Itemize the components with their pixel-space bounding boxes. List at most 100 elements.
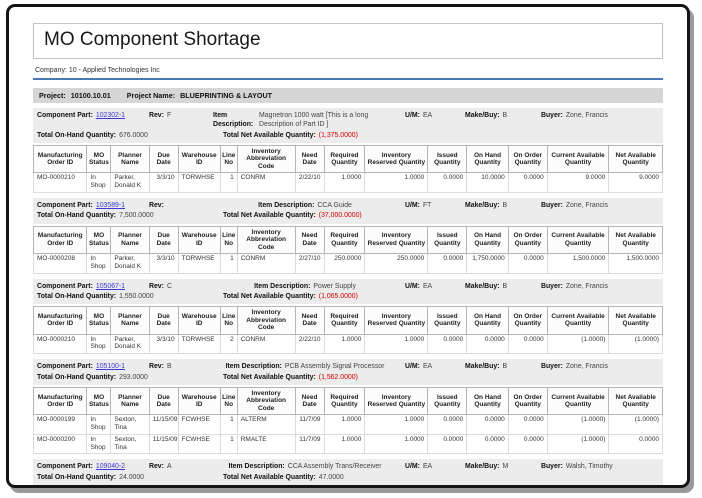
item-description-label: Item Description: xyxy=(225,363,282,371)
cell: 11/7/09 xyxy=(294,414,325,435)
cell: CONRM xyxy=(236,172,296,193)
column-header: Due Date xyxy=(148,144,179,174)
column-header: Issued Quantity xyxy=(427,144,468,174)
cell: TORWHSE xyxy=(177,172,221,193)
item-description-label: Item Description: xyxy=(258,201,315,209)
report-title-box: MO Component Shortage xyxy=(33,23,663,59)
report-window: MO Component Shortage Company: 10 - Appl… xyxy=(6,4,690,488)
column-header: Warehouse ID xyxy=(177,144,221,174)
um-value: EA xyxy=(422,112,433,119)
buyer-value: Walsh, Timothy xyxy=(565,463,613,471)
column-header: Planner Name xyxy=(110,306,150,335)
column-header: MO Status xyxy=(86,386,112,416)
component-section: Component Part: 105100-1 Rev: B Item Descr… xyxy=(32,359,663,455)
column-header: Inventory Abbreviation Code xyxy=(236,225,296,254)
component-part-link[interactable]: 102302-1 xyxy=(95,112,126,119)
um-value: EA xyxy=(422,463,433,471)
column-header: Inventory Abbreviation Code xyxy=(236,144,296,174)
column-header: Manufacturing Order ID xyxy=(32,386,88,416)
cell: 1.0000 xyxy=(323,333,366,355)
column-header: Issued Quantity xyxy=(427,306,468,335)
column-header: Net Available Quantity xyxy=(608,144,663,174)
page-title: MO Component Shortage xyxy=(44,29,261,50)
total-net-available-label: Total Net Available Quantity: xyxy=(223,373,316,381)
buyer-label: Buyer: xyxy=(541,463,563,471)
cell: 0.0000 xyxy=(608,433,663,455)
cell: 10.0000 xyxy=(466,172,509,193)
column-header: Net Available Quantity xyxy=(608,306,663,335)
column-header: Planner Name xyxy=(110,144,150,174)
cell: CONRM xyxy=(236,333,296,355)
item-description-value: Power Supply xyxy=(313,282,356,290)
column-header: Due Date xyxy=(148,306,179,335)
total-net-available-value: (37,000.0000) xyxy=(318,212,362,220)
cell: (1.0000) xyxy=(546,433,610,455)
um-value: FT xyxy=(422,201,432,209)
component-part-link[interactable]: 105067-1 xyxy=(95,282,126,290)
make-buy-label: Make/Buy: xyxy=(465,282,500,290)
column-header: Net Available Quantity xyxy=(608,225,663,254)
buyer-label: Buyer: xyxy=(541,363,563,371)
item-description-value: Magnetron 1000 watt [This is a long Desc… xyxy=(259,112,369,129)
rev-label: Rev: xyxy=(149,112,164,119)
cell: In Shop xyxy=(86,172,112,193)
cell: (1.0000) xyxy=(608,414,663,435)
um-label: U/M: xyxy=(405,201,420,209)
company-line: Company: 10 - Applied Technologies Inc xyxy=(35,67,661,74)
total-net-available-label: Total Net Available Quantity: xyxy=(223,131,316,139)
column-header: On Hand Quantity xyxy=(466,386,509,416)
cell: 0.0000 xyxy=(427,433,468,455)
component-section: Component Part: 102302-1 Rev: F Item Descr… xyxy=(32,108,663,193)
column-header: On Order Quantity xyxy=(507,306,548,335)
buyer-label: Buyer: xyxy=(541,282,563,290)
um-label: U/M: xyxy=(405,282,420,290)
cell: 1.0000 xyxy=(364,433,429,455)
cell: 1 xyxy=(219,172,238,193)
cell: MO-0000210 xyxy=(32,172,88,193)
column-header: Inventory Abbreviation Code xyxy=(236,306,296,335)
project-label: Project: xyxy=(39,91,66,100)
buyer-value: Zone, Francis xyxy=(565,282,608,290)
cell: 2/22/10 xyxy=(294,172,325,193)
project-name: BLUEPRINTING & LAYOUT xyxy=(180,91,273,100)
rev-label: Rev: xyxy=(149,201,164,209)
column-header: On Order Quantity xyxy=(507,386,548,416)
column-header: On Hand Quantity xyxy=(466,306,509,335)
column-header: Current Available Quantity xyxy=(546,386,610,416)
cell: CONRM xyxy=(236,252,296,274)
rev-value: C xyxy=(166,282,172,290)
column-header: Inventory Reserved Quantity xyxy=(364,306,429,335)
um-value: EA xyxy=(422,282,433,290)
total-net-available-label: Total Net Available Quantity: xyxy=(223,473,316,481)
cell: 250.0000 xyxy=(323,252,366,274)
buyer-label: Buyer: xyxy=(541,112,563,119)
column-header: Line No xyxy=(219,386,238,416)
table-row: MO-0000210 In Shop Parker, Donald K 3/3/10 T… xyxy=(32,333,663,355)
cell: MO-0000210 xyxy=(32,333,88,355)
buyer-label: Buyer: xyxy=(541,201,563,209)
make-buy-label: Make/Buy: xyxy=(465,112,500,119)
column-header: Line No xyxy=(219,144,238,174)
section-header: Component Part: 109040-2 Rev: A Item Descr… xyxy=(33,459,663,485)
cell: 1,500.0000 xyxy=(608,252,663,274)
company-value: 10 - Applied Technologies Inc xyxy=(68,67,160,74)
column-header: Warehouse ID xyxy=(177,225,221,254)
rev-label: Rev: xyxy=(149,282,164,290)
cell: 0.0000 xyxy=(507,252,548,274)
component-part-link[interactable]: 103589-1 xyxy=(95,201,126,209)
cell: Parker, Donald K xyxy=(110,252,150,274)
report-content: MO Component Shortage Company: 10 - Appl… xyxy=(9,7,687,485)
component-part-link[interactable]: 109040-2 xyxy=(95,463,126,471)
buyer-value: Zone, Francis xyxy=(565,363,608,371)
total-net-available-value: 47.0000 xyxy=(318,473,344,481)
component-part-link[interactable]: 105100-1 xyxy=(95,363,126,371)
make-buy-value: B xyxy=(502,201,508,209)
component-part-label: Component Part: xyxy=(37,282,93,290)
column-header: Manufacturing Order ID xyxy=(32,306,88,335)
cell: In Shop xyxy=(86,252,112,274)
header-row: Manufacturing Order ID MO Status Planner N… xyxy=(32,144,663,174)
column-header: Manufacturing Order ID xyxy=(32,225,88,254)
column-header: Due Date xyxy=(148,225,179,254)
table-row: MO-0000210 In Shop Parker, Donald K 3/3/10 T… xyxy=(32,172,663,193)
